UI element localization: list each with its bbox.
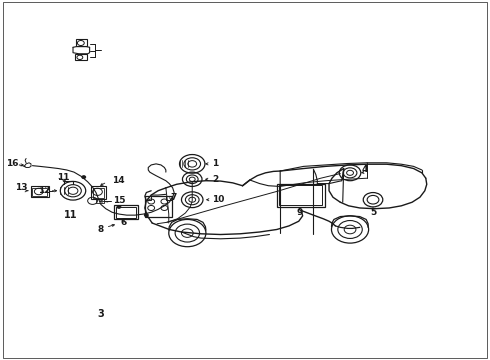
Text: 14: 14 <box>112 176 125 185</box>
Bar <box>117 207 136 218</box>
Bar <box>114 205 139 220</box>
Bar <box>93 188 104 198</box>
Bar <box>145 196 151 201</box>
Bar <box>75 54 87 60</box>
Text: 1: 1 <box>212 159 218 168</box>
Text: 2: 2 <box>212 175 218 184</box>
Text: 5: 5 <box>370 208 376 217</box>
Text: 4: 4 <box>361 166 368 175</box>
Bar <box>145 196 172 217</box>
Bar <box>32 188 47 196</box>
Circle shape <box>82 176 86 179</box>
Text: 12: 12 <box>38 186 51 195</box>
Bar <box>76 40 87 46</box>
Text: 8: 8 <box>98 225 104 234</box>
Text: 10: 10 <box>212 195 224 204</box>
Text: 3: 3 <box>98 310 104 319</box>
Text: 15: 15 <box>113 196 125 205</box>
Text: 13: 13 <box>15 183 28 192</box>
Bar <box>31 186 49 197</box>
Text: 6: 6 <box>121 218 127 227</box>
Bar <box>91 186 106 199</box>
Circle shape <box>145 214 148 217</box>
Bar <box>279 185 322 205</box>
Text: 11: 11 <box>64 210 78 220</box>
Text: 11: 11 <box>57 173 70 182</box>
Text: 16: 16 <box>5 159 18 168</box>
Bar <box>277 184 325 207</box>
Text: 9: 9 <box>296 208 303 217</box>
Circle shape <box>117 206 121 208</box>
Text: 7: 7 <box>171 193 177 202</box>
Bar <box>166 196 171 201</box>
Bar <box>97 199 104 203</box>
